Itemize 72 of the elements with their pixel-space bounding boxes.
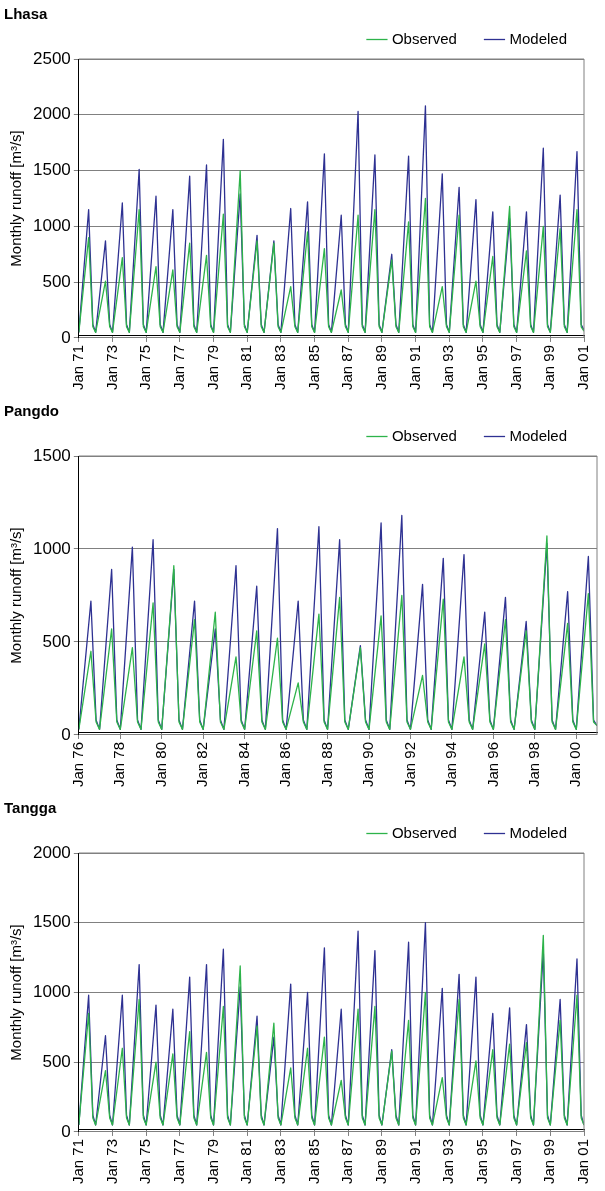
x-tick-label: Jan 78 [110,741,128,788]
y-tick-label: 0 [61,1121,71,1141]
x-tick-label: Jan 95 [473,1138,491,1185]
x-tick-label: Jan 80 [151,741,169,788]
legend-label: Observed [391,426,457,444]
y-tick-label: 1500 [32,160,71,180]
x-tick-label: Jan 89 [372,344,390,391]
chart-title: Tangga [4,799,57,817]
x-tick-label: Jan 71 [68,344,86,391]
y-tick-label: 1500 [32,445,71,465]
x-tick-label: Jan 73 [102,344,120,391]
x-tick-label: Jan 99 [540,344,558,391]
x-tick-label: Jan 90 [359,741,377,788]
x-tick-label: Jan 89 [372,1138,390,1185]
chart-title: Lhasa [4,5,49,23]
x-tick-label: Jan 77 [170,1138,187,1185]
x-tick-label: Jan 84 [234,741,252,788]
y-tick-label: 1000 [32,538,71,558]
x-tick-label: Jan 93 [439,344,457,391]
x-tick-label: Jan 94 [442,741,460,788]
x-tick-label: Jan 76 [68,741,86,788]
x-tick-label: Jan 75 [136,1138,154,1185]
x-tick-label: Jan 75 [136,344,154,391]
x-tick-label: Jan 01 [574,344,592,391]
x-tick-label: Jan 87 [338,344,356,391]
x-tick-label: Jan 73 [102,1138,120,1185]
x-tick-label: Jan 77 [170,344,187,391]
y-tick-label: 1000 [32,216,71,236]
x-tick-label: Jan 79 [203,1138,221,1185]
x-tick-label: Jan 91 [405,344,423,391]
x-tick-label: Jan 98 [524,741,542,788]
x-tick-label: Jan 97 [506,344,524,391]
y-tick-label: 1500 [32,912,71,932]
y-tick-label: 0 [61,327,71,347]
chart-title: Pangdo [4,402,59,420]
x-tick-label: Jan 86 [276,741,294,788]
x-tick-label: Jan 01 [574,1138,592,1185]
legend-label: Observed [391,823,457,841]
x-tick-label: Jan 99 [540,1138,558,1185]
y-axis-title: Monthly runoff [m³/s] [7,527,25,664]
y-tick-label: 500 [42,1051,71,1071]
x-tick-label: Jan 87 [338,1138,356,1185]
y-tick-label: 500 [42,631,71,651]
x-tick-label: Jan 83 [271,344,289,391]
x-tick-label: Jan 81 [237,1138,255,1185]
y-tick-label: 500 [42,271,71,291]
x-tick-label: Jan 71 [68,1138,86,1185]
x-tick-label: Jan 95 [473,344,491,391]
x-tick-label: Jan 00 [566,741,584,788]
x-tick-label: Jan 83 [271,1138,289,1185]
x-tick-label: Jan 88 [317,741,335,788]
x-tick-label: Jan 81 [237,344,255,391]
legend-label: Modeled [509,29,568,47]
x-tick-label: Jan 93 [439,1138,457,1185]
y-axis-title: Monthly runoff [m³/s] [7,130,25,267]
legend-label: Observed [391,29,457,47]
x-tick-label: Jan 91 [405,1138,423,1185]
x-tick-label: Jan 85 [304,1138,322,1185]
y-tick-label: 2000 [32,104,71,124]
x-tick-label: Jan 92 [400,741,418,788]
y-tick-label: 1000 [32,982,71,1002]
x-tick-label: Jan 96 [483,741,501,788]
x-tick-label: Jan 82 [193,741,211,788]
legend-label: Modeled [509,426,568,444]
y-tick-label: 2500 [32,48,71,68]
legend-label: Modeled [509,823,568,841]
x-tick-label: Jan 97 [506,1138,524,1185]
y-axis-title: Monthly runoff [m³/s] [7,924,25,1061]
x-tick-label: Jan 79 [203,344,221,391]
y-tick-label: 2000 [32,842,71,862]
x-tick-label: Jan 85 [304,344,322,391]
y-tick-label: 0 [61,724,71,744]
